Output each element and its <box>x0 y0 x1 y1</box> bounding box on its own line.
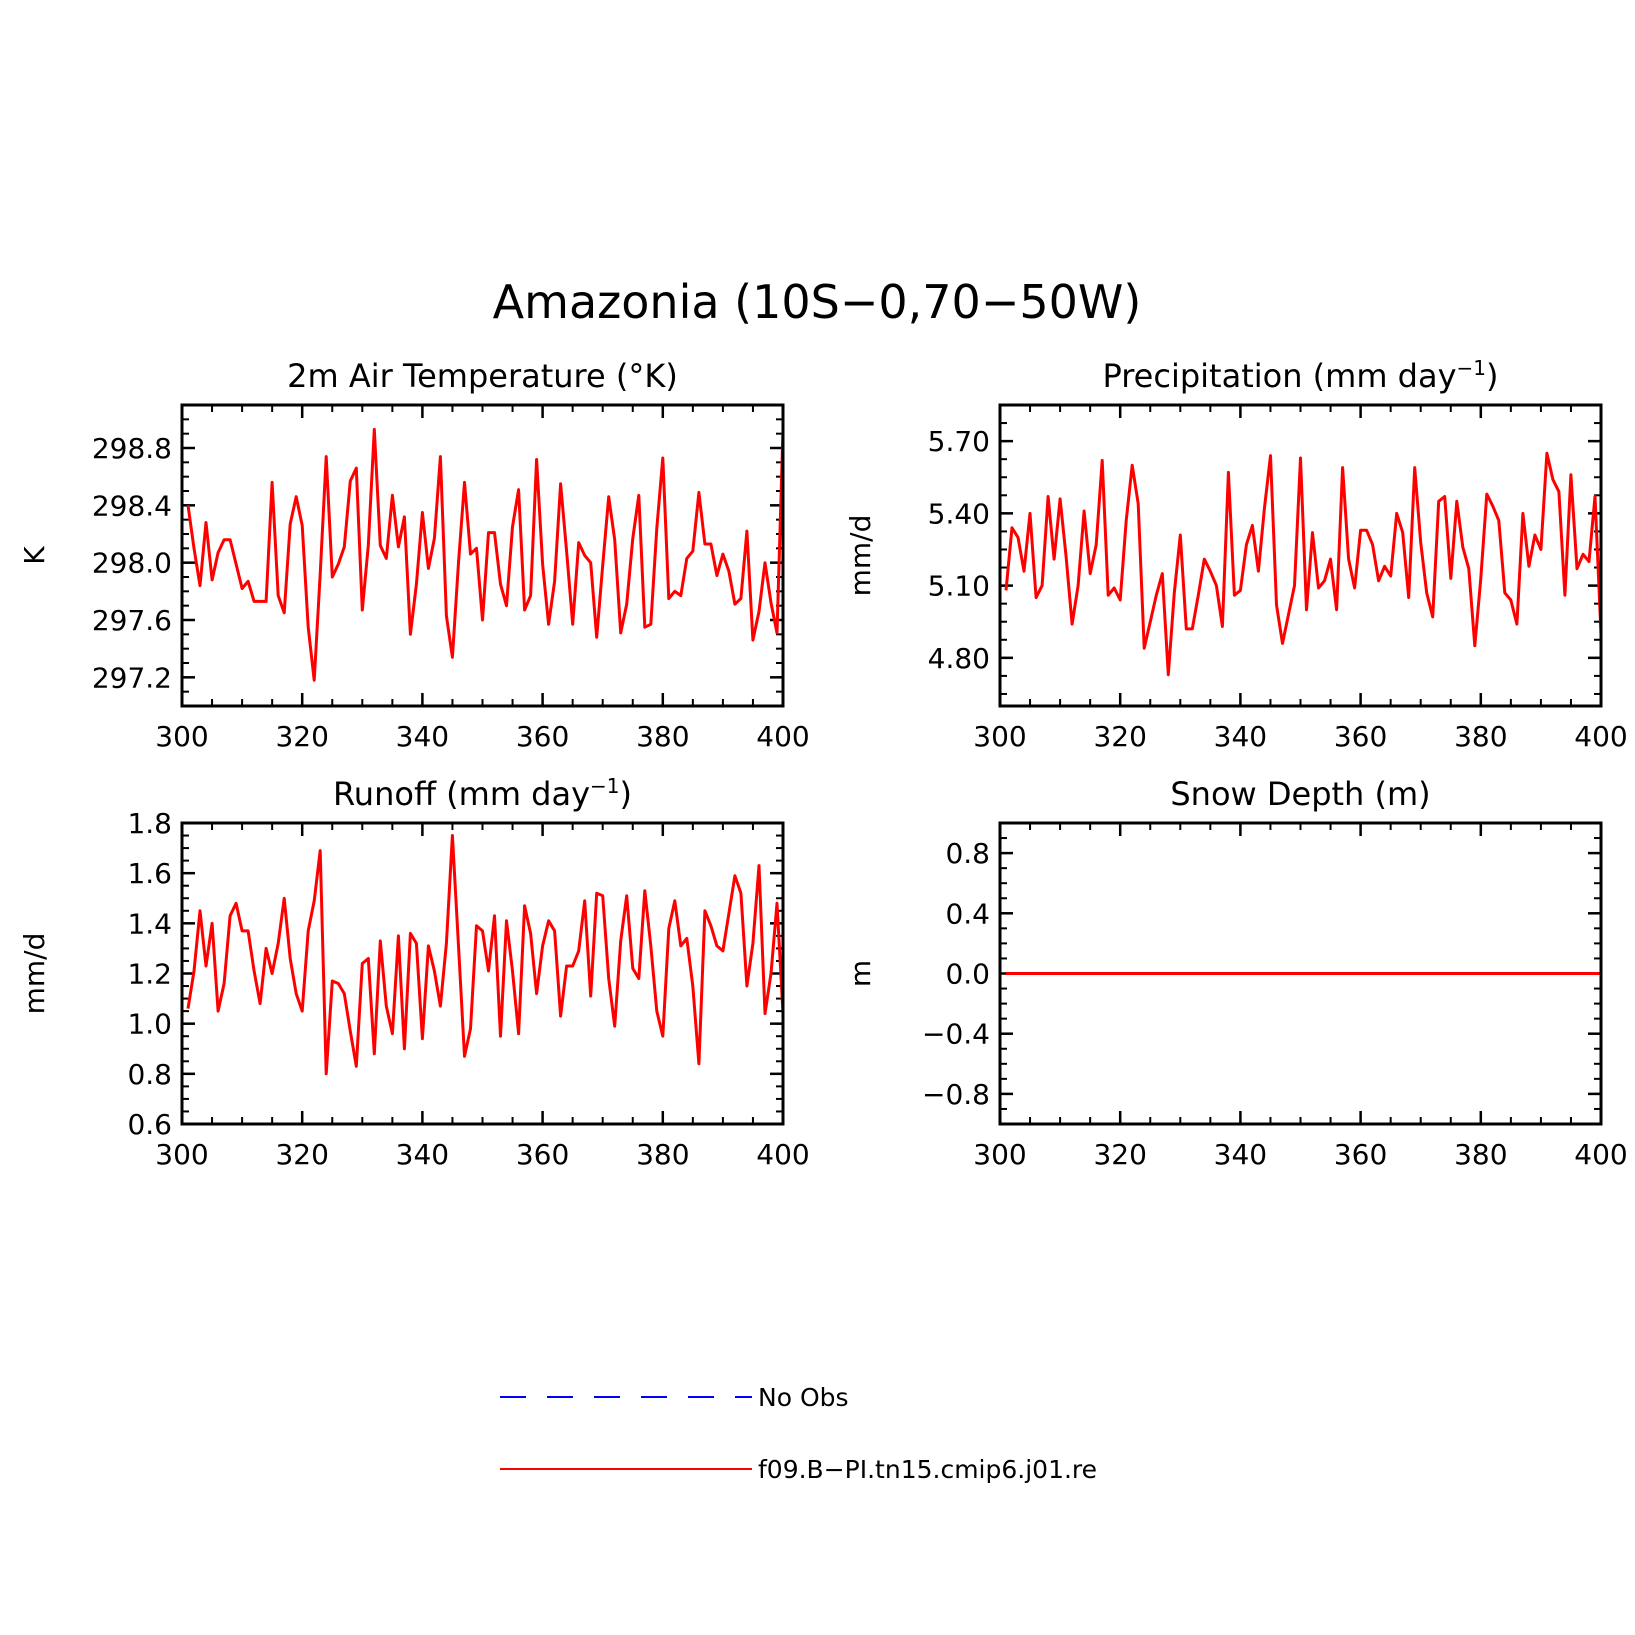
panel-title: 2m Air Temperature (°K) <box>287 357 678 395</box>
y-tick-label: 5.40 <box>928 497 990 530</box>
y-tick-label: 1.0 <box>127 1008 172 1041</box>
panel-3: Runoff (mm day−1) 300 320 340 360 380 400 0.6 0.… <box>18 774 810 1171</box>
y-tick-label: 297.6 <box>92 604 172 637</box>
legend: No Obs f09.B−PI.tn15.cmip6.j01.re <box>500 1383 1097 1484</box>
plot-frame <box>998 403 1603 708</box>
panel-title-superscript: −1 <box>590 774 619 798</box>
panel-title: Precipitation (mm day−1) <box>1102 356 1498 395</box>
x-tick-label: 380 <box>1454 1138 1507 1171</box>
series-line-1 <box>186 834 783 1076</box>
plot-frame <box>998 821 1603 1126</box>
y-tick-label: 297.2 <box>92 661 172 694</box>
y-tick-label: 298.4 <box>92 489 172 522</box>
x-tick-label: 300 <box>973 1138 1026 1171</box>
x-tick-label: 300 <box>973 720 1026 753</box>
panel-title-tail: ) <box>1486 357 1498 395</box>
x-tick-label: 360 <box>516 1138 569 1171</box>
y-tick-label: 1.4 <box>127 907 172 940</box>
panel-4: Snow Depth (m) 300 320 340 360 380 400 −0.8 −0.4… <box>844 775 1628 1171</box>
y-tick-label: 298.0 <box>92 547 172 580</box>
x-tick-label: 400 <box>756 1138 809 1171</box>
x-tick-label: 400 <box>1574 720 1627 753</box>
panel-title: Snow Depth (m) <box>1170 775 1430 813</box>
panel-title-tail: ) <box>620 775 632 813</box>
panel-title-main: Precipitation (mm day <box>1102 357 1456 395</box>
x-tick-label: 300 <box>155 720 208 753</box>
y-tick-label: −0.4 <box>922 1018 990 1051</box>
y-tick-label: 0.4 <box>945 897 990 930</box>
y-axis-label: K <box>18 546 51 565</box>
panel-title: Runoff (mm day−1) <box>333 774 632 813</box>
x-tick-label: 320 <box>1093 720 1146 753</box>
x-tick-label: 320 <box>275 1138 328 1171</box>
legend-label-1: No Obs <box>758 1383 849 1412</box>
x-tick-label: 400 <box>1574 1138 1627 1171</box>
y-tick-label: 4.80 <box>928 642 990 675</box>
x-tick-label: 380 <box>1454 720 1507 753</box>
x-tick-label: 340 <box>1214 1138 1267 1171</box>
plot-frame <box>180 403 785 708</box>
x-tick-label: 320 <box>1093 1138 1146 1171</box>
panel-title-main: Runoff (mm day <box>333 775 590 813</box>
y-tick-label: 0.6 <box>127 1108 172 1141</box>
panel-title-superscript: −1 <box>1457 356 1486 380</box>
series-line-1 <box>186 427 783 682</box>
y-tick-label: 1.2 <box>127 958 172 991</box>
panels: 2m Air Temperature (°K) 300 320 340 360 380 40… <box>18 356 1628 1171</box>
panel-title-main: 2m Air Temperature (°K) <box>287 357 678 395</box>
x-tick-label: 340 <box>1214 720 1267 753</box>
x-tick-label: 360 <box>1334 1138 1387 1171</box>
panel-2: Precipitation (mm day−1) 300 320 340 360 380 4… <box>844 356 1628 753</box>
panel-1: 2m Air Temperature (°K) 300 320 340 360 380 40… <box>18 357 810 753</box>
x-tick-label: 340 <box>396 1138 449 1171</box>
legend-label-2: f09.B−PI.tn15.cmip6.j01.re <box>758 1455 1097 1484</box>
x-tick-label: 400 <box>756 720 809 753</box>
y-tick-label: 0.8 <box>945 837 990 870</box>
x-tick-label: 380 <box>636 1138 689 1171</box>
y-axis-label: mm/d <box>844 515 877 597</box>
panel-title-main: Snow Depth (m) <box>1170 775 1430 813</box>
y-axis-label: mm/d <box>18 933 51 1015</box>
y-tick-label: −0.8 <box>922 1078 990 1111</box>
plot-frame <box>180 821 785 1126</box>
y-tick-label: 5.70 <box>928 425 990 458</box>
x-tick-label: 320 <box>275 720 328 753</box>
figure-title: Amazonia (10S−0,70−50W) <box>493 275 1142 329</box>
x-tick-label: 360 <box>516 720 569 753</box>
x-tick-label: 340 <box>396 720 449 753</box>
x-tick-label: 380 <box>636 720 689 753</box>
y-tick-label: 0.8 <box>127 1058 172 1091</box>
y-tick-label: 0.0 <box>945 958 990 991</box>
y-tick-label: 298.8 <box>92 432 172 465</box>
series-line-1 <box>1004 451 1601 677</box>
y-tick-label: 1.6 <box>127 857 172 890</box>
x-tick-label: 360 <box>1334 720 1387 753</box>
x-tick-label: 300 <box>155 1138 208 1171</box>
y-tick-label: 1.8 <box>127 807 172 840</box>
y-axis-label: m <box>844 960 877 987</box>
y-tick-label: 5.10 <box>928 570 990 603</box>
